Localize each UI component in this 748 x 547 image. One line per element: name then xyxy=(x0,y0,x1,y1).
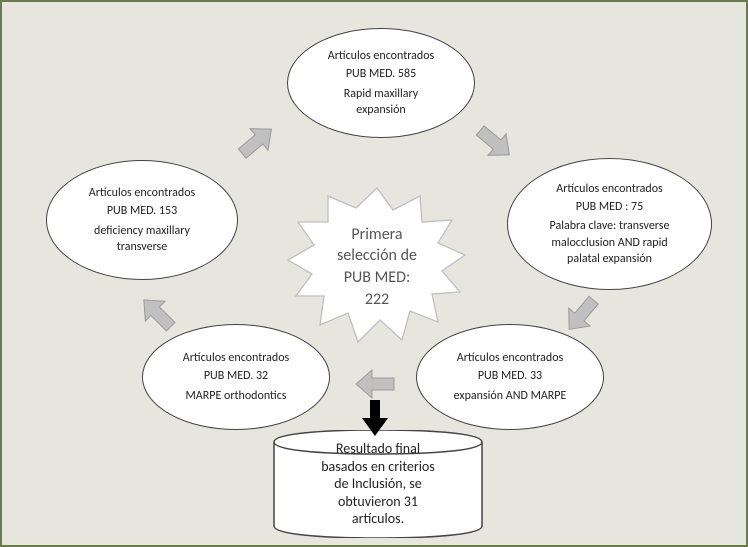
arrow-to-result xyxy=(360,400,390,436)
node-right-l2: PUB MED : 75 xyxy=(576,199,643,215)
node-top: Artículos encontrados PUB MED. 585 Rapid… xyxy=(287,28,475,138)
node-right-l5: palatal expansión xyxy=(567,251,652,267)
arrow-bl-to-left xyxy=(134,290,182,338)
node-left-l3: deficiency maxillary xyxy=(94,223,190,239)
node-bl-l1: Artículos encontrados xyxy=(183,350,289,366)
node-left-l1: Artículos encontrados xyxy=(89,185,195,201)
node-bottom-right: Artículos encontrados PUB MED. 33 expans… xyxy=(416,324,604,430)
node-right-l3: Palabra clave: transverse xyxy=(550,218,670,234)
result-l1: Resultado final xyxy=(336,440,420,457)
node-bottom-left: Artículos encontrados PUB MED. 32 MARPE … xyxy=(142,324,330,430)
center-starburst: Primera selección de PUB MED: 222 xyxy=(282,182,472,352)
result-l5: artículos. xyxy=(352,510,404,527)
center-line4: 222 xyxy=(365,290,389,309)
center-line1: Primera xyxy=(351,225,402,244)
node-br-l1: Artículos encontrados xyxy=(457,350,563,366)
arrow-top-to-right xyxy=(470,118,518,166)
node-top-l1: Artículos encontrados xyxy=(328,48,434,64)
center-line3: PUB MED: xyxy=(344,268,410,287)
node-left-l2: PUB MED. 153 xyxy=(107,203,177,219)
node-top-l4: expansión xyxy=(356,102,405,118)
arrow-br-to-bl xyxy=(352,364,400,404)
node-left: Artículos encontrados PUB MED. 153 defic… xyxy=(46,160,238,280)
node-right: Artículos encontrados PUB MED : 75 Palab… xyxy=(507,158,712,290)
arrow-left-to-top xyxy=(232,118,280,166)
arrow-right-to-br xyxy=(558,290,606,338)
node-top-l2: PUB MED. 585 xyxy=(346,66,416,82)
node-bl-l3: MARPE orthodontics xyxy=(186,388,287,404)
result-l3: de Inclusión, se xyxy=(334,475,421,492)
node-br-l2: PUB MED. 33 xyxy=(478,368,542,384)
node-right-l4: malocclusion AND rapid xyxy=(551,235,667,251)
result-l2: basados en criterios xyxy=(321,458,435,475)
result-cylinder: Resultado final basados en criterios de … xyxy=(270,430,486,538)
node-top-l3: Rapid maxillary xyxy=(344,86,418,102)
node-right-l1: Artículos encontrados xyxy=(556,181,662,197)
node-bl-l2: PUB MED. 32 xyxy=(204,368,268,384)
center-line2: selección de xyxy=(337,246,417,265)
result-l4: obtuvieron 31 xyxy=(338,493,418,510)
node-left-l4: transverse xyxy=(117,239,167,255)
node-br-l3: expansión AND MARPE xyxy=(454,388,567,404)
